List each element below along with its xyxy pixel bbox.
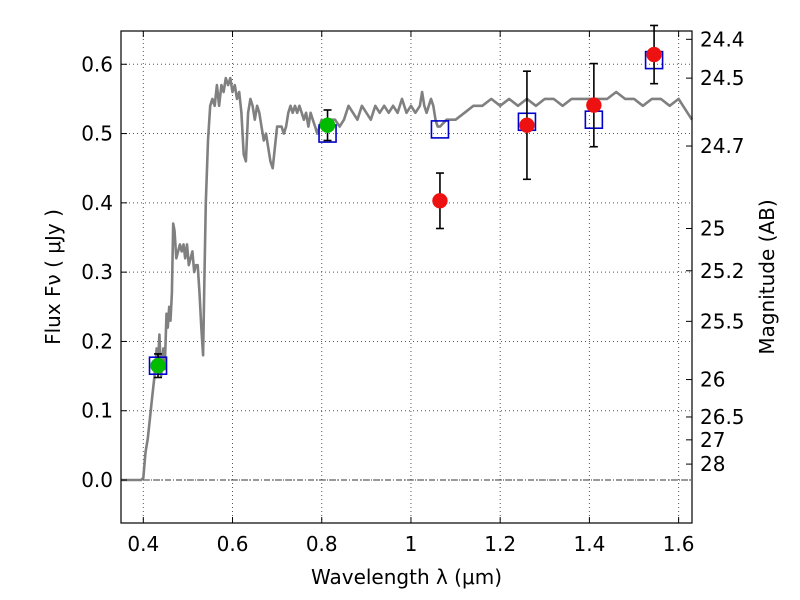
x-tick-label: 1 [405, 532, 418, 556]
y2-tick-label: 25.5 [700, 309, 745, 333]
y-tick-label: 0.3 [81, 260, 113, 284]
plot-frame [120, 30, 693, 524]
y-tick-label: 0.0 [81, 468, 113, 492]
y-tick-label: 0.1 [81, 399, 113, 423]
y2-axis-title: Magnitude (AB) [755, 199, 779, 354]
data-point-green [319, 117, 336, 133]
data-point-red [586, 97, 602, 113]
y2-tick-label: 28 [700, 452, 725, 476]
y2-tick-label: 26.5 [700, 405, 745, 429]
tick-layer [121, 31, 692, 523]
y-tick-label: 0.5 [81, 122, 113, 146]
y-tick-label: 0.6 [81, 52, 113, 76]
x-tick-label: 0.8 [306, 532, 338, 556]
x-tick-label: 1.6 [663, 532, 695, 556]
model-spectrum-line [121, 76, 694, 482]
y2-tick-label: 24.7 [700, 134, 745, 158]
x-tick-label: 0.6 [217, 532, 249, 556]
y2-tick-label: 25.2 [700, 259, 745, 283]
data-point-red [519, 117, 535, 133]
model-photometry-square [430, 120, 450, 139]
y2-tick-label: 24.4 [700, 27, 745, 51]
marker-layer [148, 24, 664, 379]
y2-tick-label: 27 [700, 428, 725, 452]
y-tick-label: 0.2 [81, 329, 113, 353]
data-point-green [150, 357, 166, 374]
tick-label-layer: 0.4 0.6 0.8 1 1.2 1.4 1.6 0.0 0.1 0.2 0.3 0.4 0.5 0.6… [81, 27, 744, 556]
x-axis-title: Wavelength λ (μm) [311, 565, 502, 589]
y2-tick-label: 24.5 [700, 66, 745, 90]
x-tick-label: 0.4 [127, 532, 159, 556]
data-point-red [432, 193, 448, 209]
x-tick-label: 1.4 [573, 532, 605, 556]
grid-layer [121, 31, 692, 523]
y2-tick-label: 25 [700, 216, 725, 240]
y2-tick-label: 26 [700, 368, 725, 392]
y-tick-label: 0.4 [81, 191, 113, 215]
x-tick-label: 1.2 [484, 532, 516, 556]
model-spectrum-layer [121, 76, 694, 482]
y-axis-title: Flux Fν ( μJy ) [41, 209, 65, 345]
data-point-red [646, 46, 662, 63]
